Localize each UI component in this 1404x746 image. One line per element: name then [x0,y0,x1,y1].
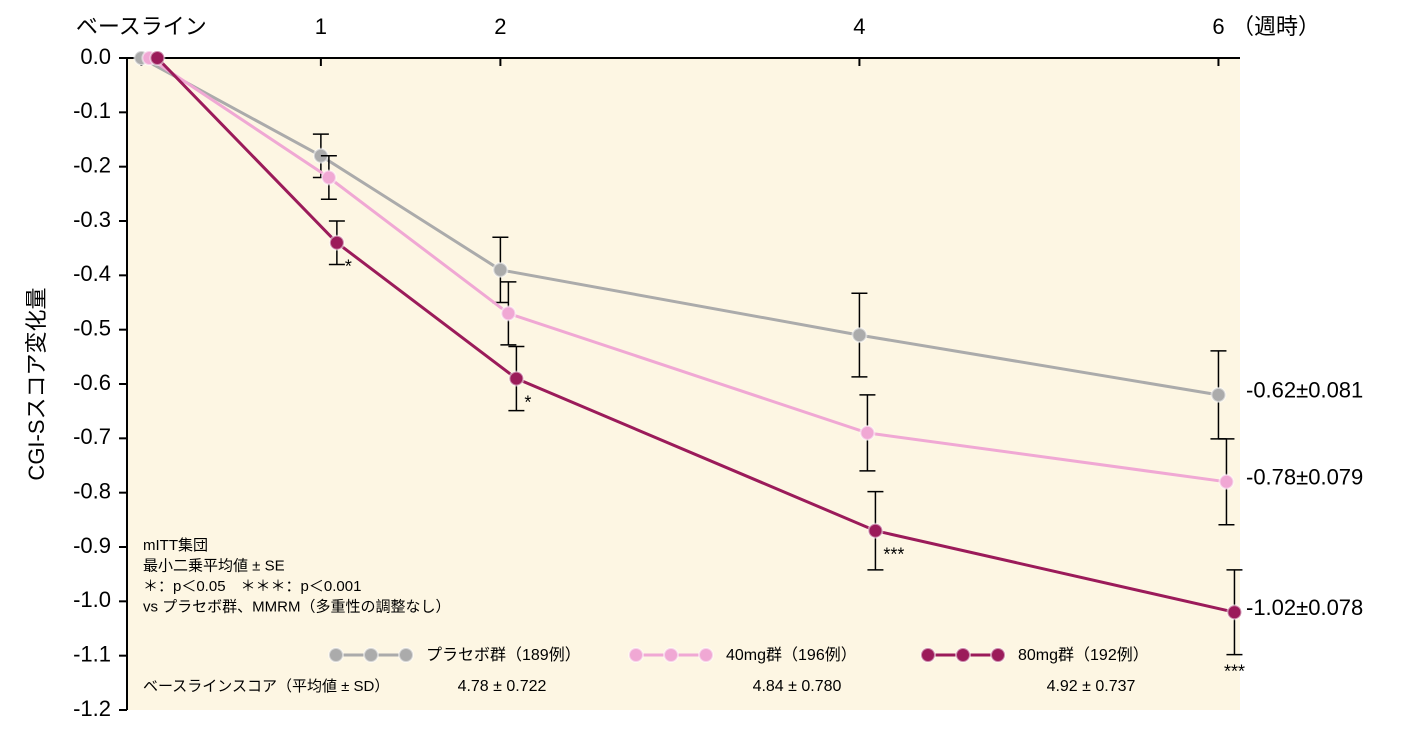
x-tick-label: 1 [315,14,327,39]
legend-marker [920,647,936,663]
end-label: -1.02±0.078 [1246,595,1363,620]
legend-marker [990,647,1006,663]
marker [500,305,517,322]
significance: * [524,392,531,412]
legend-label: 80mg群（192例） [1018,646,1149,664]
baseline-score: 4.78 ± 0.722 [458,678,547,695]
x-tick-label: 6 [1212,14,1224,39]
baseline-score: 4.84 ± 0.780 [753,678,842,695]
y-tick-label: -0.9 [73,533,111,558]
end-label: -0.62±0.081 [1246,378,1363,403]
y-tick-label: -0.5 [73,315,111,340]
significance: * [345,256,352,276]
y-tick-label: -0.7 [73,424,111,449]
y-tick-label: -0.1 [73,98,111,123]
legend-marker [663,647,679,663]
y-axis-label: CGI-Sスコア変化量 [24,287,49,480]
marker [851,327,868,344]
note: ＊：p＜0.05 ＊＊＊：p＜0.001 [143,578,361,595]
y-tick-label: -0.6 [73,370,111,395]
x-tick-label: 2 [494,14,506,39]
x-unit-label: （週時） [1232,14,1320,39]
marker [328,234,345,251]
marker [859,424,876,441]
marker [1226,604,1243,621]
marker [1218,473,1235,490]
significance: *** [1224,661,1245,681]
baseline-score: 4.92 ± 0.737 [1047,678,1136,695]
y-tick-label: -0.3 [73,207,111,232]
marker [508,370,525,387]
marker [320,169,337,186]
legend-marker [398,647,414,663]
note: mITT集団 [143,537,208,554]
y-tick-label: -1.1 [73,641,111,666]
x-tick-label: ベースライン [76,14,207,39]
y-tick-label: -0.4 [73,261,111,286]
legend-marker [328,647,344,663]
legend-label: プラセボ群（189例） [426,646,581,664]
x-tick-label: 4 [853,14,865,39]
legend-label: 40mg群（196例） [726,646,857,664]
baseline-score-label: ベースラインスコア（平均値 ± SD） [143,678,389,695]
end-label: -0.78±0.079 [1246,465,1363,490]
y-tick-label: 0.0 [80,44,111,69]
legend-marker [628,647,644,663]
marker [867,522,884,539]
marker [1210,386,1227,403]
legend-marker [698,647,714,663]
marker [149,50,166,66]
note: 最小二乗平均値 ± SE [143,557,285,574]
marker [492,261,509,278]
y-tick-label: -1.2 [73,696,111,721]
y-tick-label: -0.2 [73,152,111,177]
legend-marker [363,647,379,663]
legend-marker [955,647,971,663]
y-tick-label: -0.8 [73,478,111,503]
y-tick-label: -1.0 [73,587,111,612]
note: vs プラセボ群、MMRM（多重性の調整なし） [143,598,451,615]
significance: *** [883,544,904,564]
